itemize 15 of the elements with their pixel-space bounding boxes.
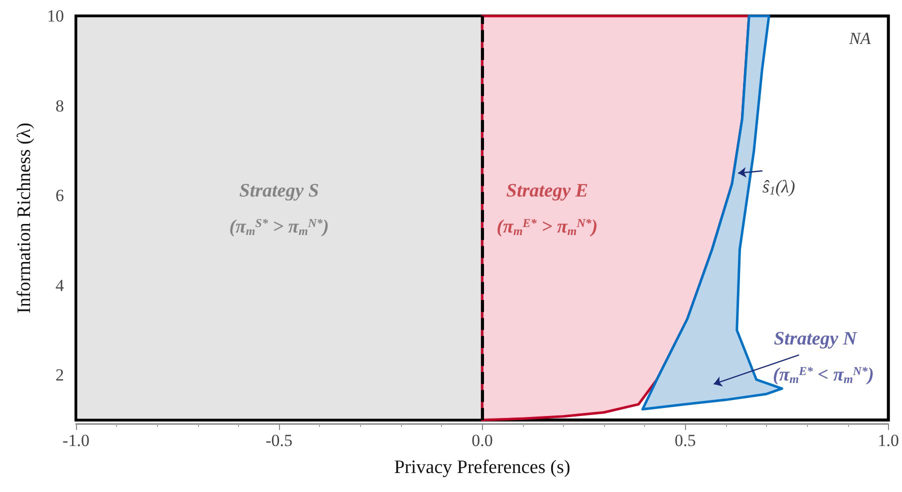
y-tick-label: 2 — [56, 366, 64, 385]
y-tick-label: 8 — [56, 96, 64, 116]
x-tick-label: -1.0 — [62, 431, 90, 450]
x-tick-label: 0.5 — [674, 431, 696, 450]
x-tick-label: 1.0 — [878, 431, 899, 450]
x-tick-label: -0.5 — [266, 431, 293, 450]
y-axis-title: Information Richness (λ) — [14, 122, 35, 314]
annotation: NA — [848, 28, 872, 48]
y-tick-label: 10 — [47, 6, 64, 26]
annotation: Strategy S — [239, 180, 319, 202]
annotation: Strategy N — [774, 328, 858, 350]
x-axis-title: Privacy Preferences (s) — [394, 457, 570, 478]
x-tick-label: 0.0 — [472, 431, 493, 450]
y-tick-label: 6 — [56, 186, 64, 206]
y-tick-label: 4 — [56, 276, 64, 295]
